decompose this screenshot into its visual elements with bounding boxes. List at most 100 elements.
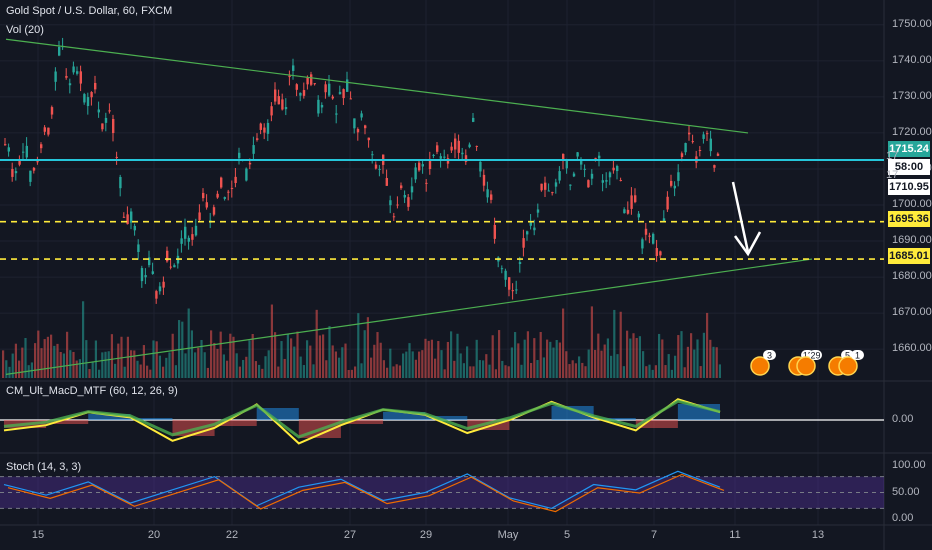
candle-body: [198, 212, 201, 220]
volume-bar: [565, 351, 568, 378]
volume-bar: [613, 309, 616, 378]
volume-bar: [139, 364, 142, 378]
volume-bar: [306, 340, 309, 378]
volume-bar: [341, 347, 344, 378]
event-flag-icon: [838, 356, 858, 376]
candle-body: [230, 187, 234, 189]
candle-body: [68, 83, 72, 86]
candle-body: [659, 251, 662, 256]
volume-bar: [427, 340, 430, 378]
volume-bar: [309, 345, 312, 378]
candle-body: [54, 71, 57, 82]
volume-bar: [530, 362, 533, 378]
candle-body: [619, 180, 622, 182]
stoch-d-line: [7, 473, 725, 513]
volume-bar: [466, 346, 469, 378]
candle-body: [302, 90, 306, 96]
volume-bar: [56, 343, 59, 378]
volume-bar: [424, 338, 427, 378]
volume-bar: [133, 350, 136, 378]
candle-body: [342, 89, 345, 99]
candle-body: [468, 144, 471, 148]
candle-body: [608, 172, 612, 178]
macd-histogram-bar: [383, 412, 426, 420]
candle-body: [400, 185, 403, 189]
volume-bar: [168, 352, 171, 378]
candle-body: [673, 185, 676, 189]
candle-body: [331, 96, 334, 99]
volume-bar: [562, 308, 565, 378]
candle-body: [544, 182, 547, 190]
candle-body: [155, 291, 158, 299]
candle-body: [227, 191, 230, 193]
candle-body: [518, 262, 522, 264]
candle-body: [277, 96, 280, 105]
candle-body: [238, 152, 241, 159]
candle-body: [572, 173, 576, 177]
candle-body: [670, 180, 673, 186]
price-tick-label: 1700.00: [892, 198, 932, 210]
candle-body: [11, 169, 14, 177]
candle-body: [634, 195, 637, 203]
volume-bar: [683, 367, 686, 378]
volume-bar: [325, 360, 328, 378]
volume-bar: [494, 369, 497, 378]
candle-body: [97, 109, 100, 113]
macd-histogram-bar: [88, 414, 131, 420]
candle-body: [403, 195, 406, 198]
volume-bar: [510, 347, 513, 378]
volume-bar: [146, 365, 149, 378]
volume-bar: [715, 347, 718, 378]
volume-bar: [402, 353, 405, 378]
volume-bar: [507, 366, 510, 378]
volume-bar: [11, 353, 14, 378]
candle-body: [533, 227, 536, 231]
volume-bar: [222, 354, 225, 378]
volume-bar: [197, 347, 200, 378]
candle-body: [454, 138, 457, 150]
candle-body: [356, 129, 360, 133]
volume-bar: [200, 339, 203, 378]
volume-bar: [395, 364, 398, 378]
volume-bar: [130, 350, 133, 378]
volume-bar: [299, 356, 302, 378]
down-arrow-icon: [731, 181, 750, 253]
volume-bar: [37, 330, 40, 378]
volume-bar: [318, 335, 321, 378]
volume-bar: [654, 365, 657, 378]
volume-bar: [414, 359, 417, 378]
volume-bar: [338, 357, 341, 378]
trendline: [5, 38, 749, 134]
volume-bar: [50, 334, 53, 378]
candle-body: [583, 168, 586, 170]
price-tick-label: 1680.00: [892, 270, 932, 283]
volume-bar: [597, 333, 600, 378]
volume-bar: [174, 365, 177, 378]
volume-bar: [248, 340, 251, 378]
volume-bar: [366, 317, 369, 378]
volume-bar: [642, 351, 645, 378]
volume-bar: [418, 351, 421, 378]
volume-bar: [389, 348, 392, 378]
candle-body: [652, 233, 655, 244]
candle-body: [90, 92, 93, 98]
volume-bar: [242, 359, 245, 378]
candle-body: [655, 248, 658, 256]
candle-body: [158, 286, 162, 292]
volume-bar: [43, 339, 46, 378]
volume-bar: [142, 345, 145, 378]
candle-body: [486, 189, 489, 198]
volume-bar: [165, 357, 168, 378]
volume-bar: [94, 340, 97, 378]
volume-bar: [549, 341, 552, 378]
volume-bar: [107, 351, 110, 378]
candle-body: [432, 154, 435, 156]
candle-body: [637, 213, 640, 218]
volume-bar: [450, 331, 453, 378]
symbol-title: Gold Spot / U.S. Dollar, 60, FXCM: [6, 5, 173, 17]
volume-bar: [357, 313, 360, 378]
volume-bar: [485, 354, 488, 378]
volume-bar: [379, 342, 382, 378]
